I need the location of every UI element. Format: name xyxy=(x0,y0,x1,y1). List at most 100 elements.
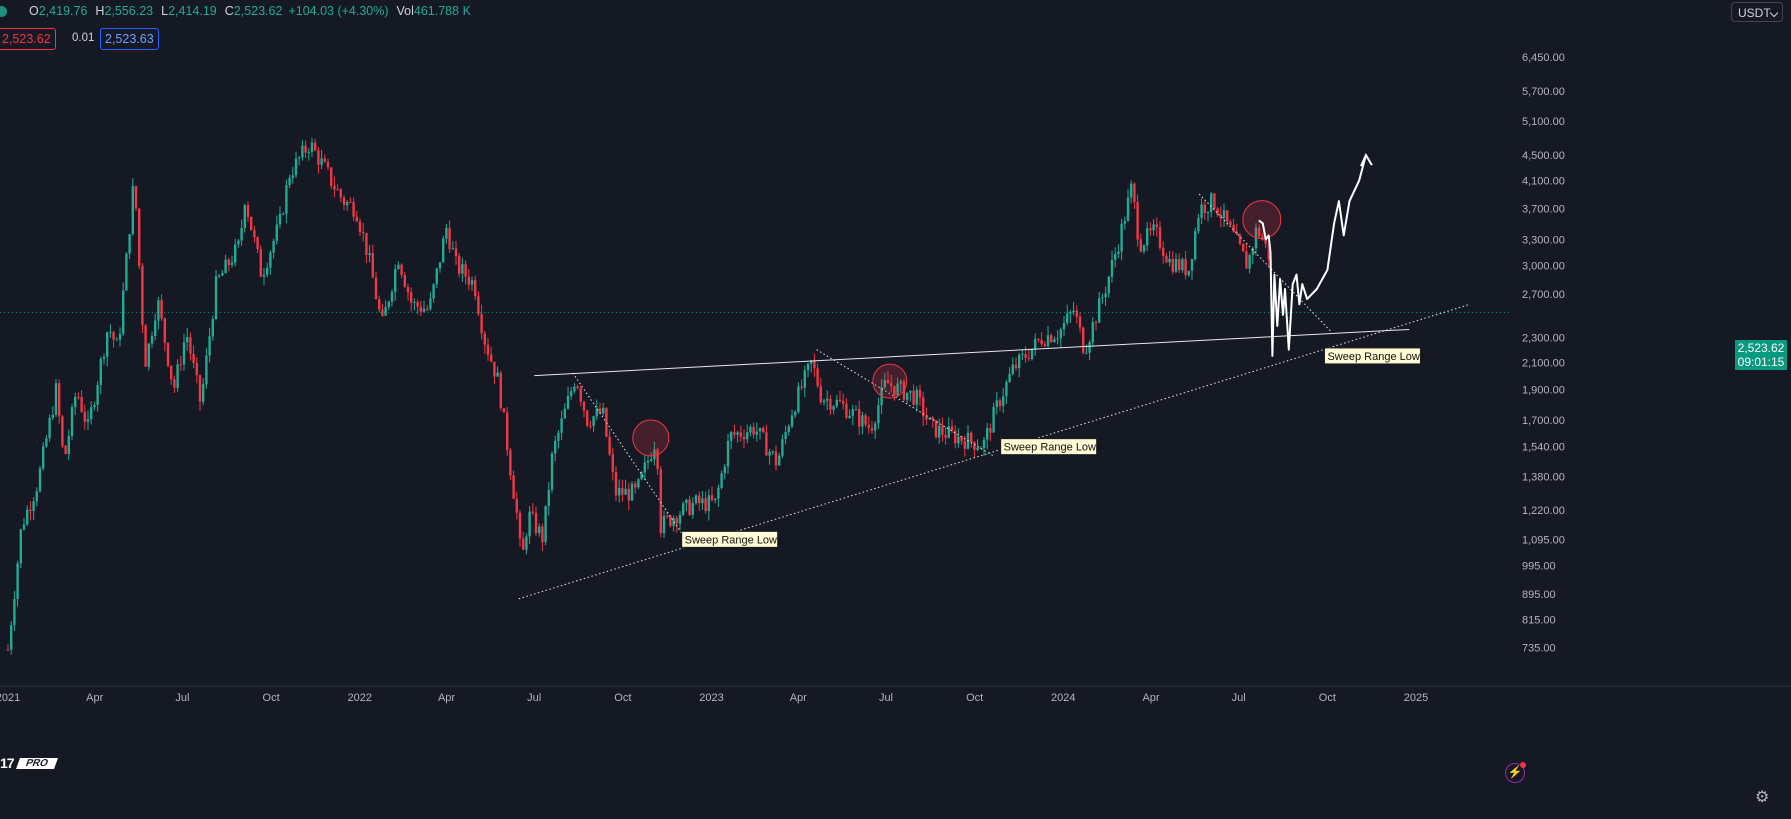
candle-body xyxy=(998,400,1002,406)
candle-body xyxy=(960,436,963,441)
candle-body xyxy=(230,262,234,265)
candle-body xyxy=(410,292,413,303)
candle-body xyxy=(694,495,698,504)
candle-body xyxy=(522,538,525,550)
candle-body xyxy=(778,455,781,466)
candle-body xyxy=(854,409,858,411)
candle-body xyxy=(1110,259,1114,277)
candle-body xyxy=(838,399,842,402)
candle-body xyxy=(6,649,10,651)
candle-body xyxy=(432,284,435,299)
gear-icon[interactable]: ⚙ xyxy=(1755,789,1770,806)
candle-body xyxy=(512,475,515,499)
candle-body xyxy=(147,343,150,367)
candle-body xyxy=(682,503,685,515)
candle-body xyxy=(989,428,992,433)
candle-body xyxy=(1178,258,1181,271)
candle-body xyxy=(394,269,397,292)
candle-body xyxy=(742,436,746,440)
buy-button[interactable]: 2,523.63 xyxy=(100,28,159,50)
candle-body xyxy=(1082,327,1085,353)
candle-body xyxy=(672,518,675,526)
candle-body xyxy=(266,267,269,275)
candle-body xyxy=(736,432,739,435)
candle-body xyxy=(586,410,589,426)
candle-body xyxy=(909,390,912,393)
candle-body xyxy=(1197,217,1200,232)
candle-body xyxy=(576,386,579,388)
candle-body xyxy=(979,448,982,450)
candle-body xyxy=(621,487,624,495)
candle-body xyxy=(150,336,154,344)
candle-body xyxy=(339,189,342,198)
candle-body xyxy=(122,290,125,334)
candle-body xyxy=(80,397,83,412)
candle-body xyxy=(733,432,736,435)
candle-body xyxy=(70,406,74,436)
candle-body xyxy=(1203,204,1206,214)
candle-body xyxy=(166,342,170,366)
candle-body xyxy=(1136,202,1139,240)
candle-body xyxy=(138,208,141,266)
candle-body xyxy=(938,425,941,438)
candle-body xyxy=(550,453,554,490)
candle-body xyxy=(285,185,288,214)
candle-body xyxy=(384,307,387,316)
candle-body xyxy=(314,142,317,151)
bolt-icon[interactable]: ⚡ xyxy=(1505,762,1526,783)
candle-body xyxy=(563,408,566,419)
trendline xyxy=(534,328,1410,377)
candle-body xyxy=(355,216,358,222)
candle-body xyxy=(1242,243,1245,252)
candle-body xyxy=(794,412,797,416)
candle-body xyxy=(915,389,918,405)
candle-body xyxy=(893,385,896,396)
candle-body xyxy=(698,495,701,504)
candle-body xyxy=(250,216,253,231)
candle-body xyxy=(288,177,291,186)
y-tick-label: 2,300.00 xyxy=(1522,333,1565,345)
candle-body xyxy=(845,403,848,418)
candle-body xyxy=(38,468,42,492)
candle-body xyxy=(1158,227,1162,248)
candle-body xyxy=(378,299,381,310)
candle-body xyxy=(486,344,490,355)
low-label: L xyxy=(161,4,169,18)
candle-body xyxy=(1043,344,1046,346)
candle-body xyxy=(365,233,368,256)
highlight-circle xyxy=(872,363,908,399)
currency-selector[interactable]: USDT xyxy=(1731,2,1783,22)
candle-body xyxy=(810,360,813,364)
candle-body xyxy=(1094,322,1098,324)
high-value: 2,556.23 xyxy=(104,4,154,18)
candle-body xyxy=(451,248,454,250)
candle-body xyxy=(570,391,573,397)
candle-body xyxy=(1165,255,1168,263)
candle-body xyxy=(333,185,336,190)
candle-body xyxy=(1139,239,1142,252)
candle-body xyxy=(1155,224,1158,228)
candle-body xyxy=(1187,270,1190,276)
y-tick-label: 1,380.00 xyxy=(1522,471,1565,483)
candle-body xyxy=(307,151,310,153)
projection-arrowhead xyxy=(1360,152,1373,167)
sweep-range-lows-label: Sweep Range Lows xyxy=(1323,347,1426,365)
candle-body xyxy=(870,427,874,431)
candle-body xyxy=(358,221,362,232)
candle-body xyxy=(502,408,506,413)
candle-body xyxy=(861,415,864,427)
sell-button[interactable]: 2,523.62 xyxy=(0,28,56,50)
candle-body xyxy=(416,301,419,307)
candle-body xyxy=(816,368,819,387)
candle-body xyxy=(301,145,304,158)
candle-body xyxy=(67,435,70,454)
candle-body xyxy=(1040,339,1043,345)
candle-body xyxy=(1123,220,1126,224)
tradingview-logo[interactable]: 17 PRO xyxy=(0,755,58,771)
candle-body xyxy=(1024,353,1027,358)
x-tick-label: Apr xyxy=(1142,692,1159,704)
candle-body xyxy=(771,451,774,453)
candle-body xyxy=(406,286,410,293)
